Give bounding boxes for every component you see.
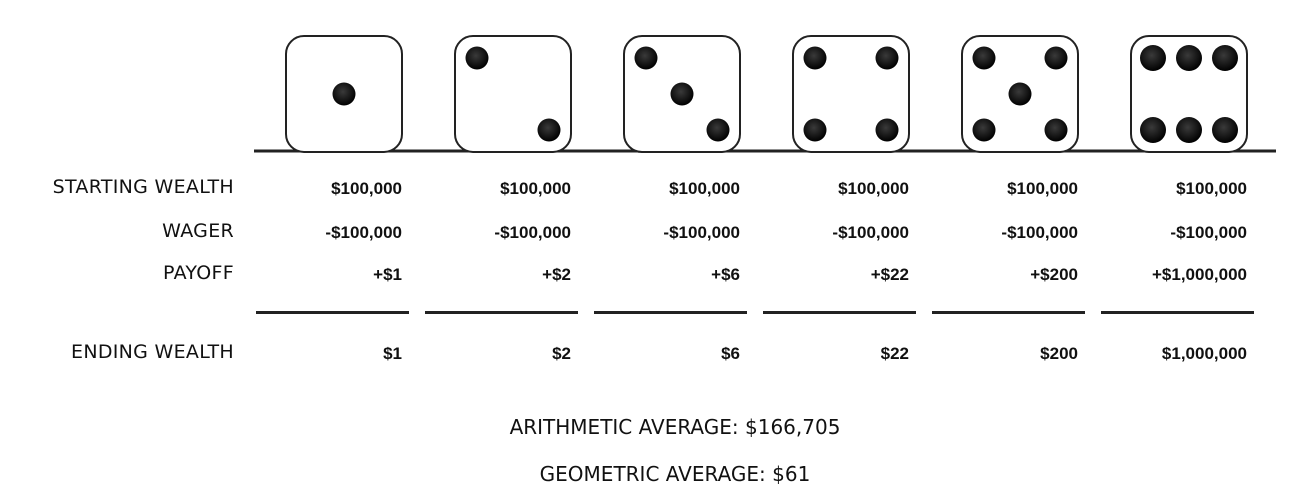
cell-starting-3: $100,000 — [669, 179, 740, 198]
die-4-pip-4 — [875, 118, 899, 142]
cell-wager-4: -$100,000 — [832, 223, 909, 242]
die-6-pip-4 — [1140, 117, 1166, 143]
cell-ending-3: $6 — [721, 344, 740, 363]
sum-line-5 — [932, 311, 1085, 314]
die-3 — [623, 35, 741, 153]
cell-wager-6: -$100,000 — [1170, 223, 1247, 242]
die-3-pip-1 — [634, 46, 658, 70]
cell-wager-3: -$100,000 — [663, 223, 740, 242]
cell-payoff-5: +$200 — [1030, 265, 1078, 284]
die-5-pip-4 — [972, 118, 996, 142]
die-5-pip-5 — [1044, 118, 1068, 142]
cell-ending-4: $22 — [880, 344, 909, 363]
die-5-pip-3 — [1008, 82, 1032, 106]
cell-ending-1: $1 — [383, 344, 402, 363]
cell-starting-5: $100,000 — [1007, 179, 1078, 198]
die-4 — [792, 35, 910, 153]
cell-payoff-3: +$6 — [711, 265, 740, 284]
label-starting-wealth: STARTING WEALTH — [52, 176, 234, 198]
cell-wager-5: -$100,000 — [1001, 223, 1078, 242]
sum-line-2 — [425, 311, 578, 314]
die-6-pip-1 — [1140, 45, 1166, 71]
die-6-pip-5 — [1176, 117, 1202, 143]
cell-wager-1: -$100,000 — [325, 223, 402, 242]
die-3-pip-3 — [706, 118, 730, 142]
die-2-pip-2 — [537, 118, 561, 142]
sum-line-1 — [256, 311, 409, 314]
die-1 — [285, 35, 403, 153]
die-4-pip-2 — [875, 46, 899, 70]
label-ending-wealth: ENDING WEALTH — [71, 341, 234, 363]
die-4-pip-1 — [803, 46, 827, 70]
cell-starting-4: $100,000 — [838, 179, 909, 198]
die-6 — [1130, 35, 1248, 153]
sum-line-4 — [763, 311, 916, 314]
die-5 — [961, 35, 1079, 153]
die-2-pip-1 — [465, 46, 489, 70]
cell-ending-6: $1,000,000 — [1161, 344, 1247, 363]
label-payoff: PAYOFF — [163, 262, 234, 284]
die-6-pip-2 — [1176, 45, 1202, 71]
arithmetic-average: ARITHMETIC AVERAGE: $166,705 — [509, 415, 841, 439]
sum-line-3 — [594, 311, 747, 314]
die-5-pip-1 — [972, 46, 996, 70]
die-4-pip-3 — [803, 118, 827, 142]
cell-payoff-1: +$1 — [373, 265, 402, 284]
die-1-pip-1 — [332, 82, 356, 106]
die-5-pip-2 — [1044, 46, 1068, 70]
die-6-pip-3 — [1212, 45, 1238, 71]
sum-line-6 — [1101, 311, 1254, 314]
cell-ending-5: $200 — [1040, 344, 1078, 363]
label-wager: WAGER — [162, 220, 234, 242]
cell-wager-2: -$100,000 — [494, 223, 571, 242]
geometric-average: GEOMETRIC AVERAGE: $61 — [539, 462, 811, 486]
cell-payoff-4: +$22 — [870, 265, 909, 284]
cell-starting-6: $100,000 — [1176, 179, 1247, 198]
die-2 — [454, 35, 572, 153]
cell-payoff-2: +$2 — [542, 265, 571, 284]
die-6-pip-6 — [1212, 117, 1238, 143]
cell-ending-2: $2 — [552, 344, 571, 363]
cell-starting-1: $100,000 — [331, 179, 402, 198]
cell-starting-2: $100,000 — [500, 179, 571, 198]
die-3-pip-2 — [670, 82, 694, 106]
cell-payoff-6: +$1,000,000 — [1151, 265, 1247, 284]
